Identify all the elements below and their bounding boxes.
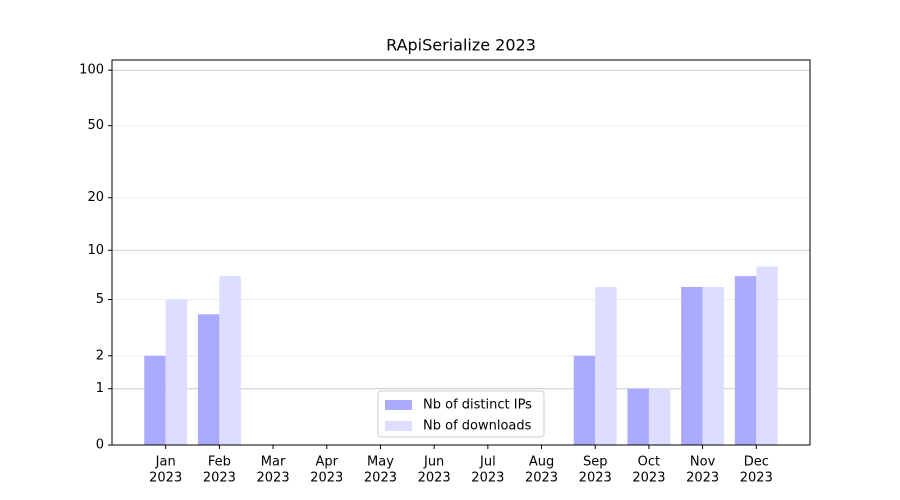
bar [197, 314, 220, 445]
x-tick-label: Nov [690, 455, 716, 470]
x-tick-label: Oct [638, 455, 660, 470]
x-tick-label: 2023 [310, 471, 343, 486]
x-tick-label: 2023 [632, 471, 665, 486]
x-tick-label: 2023 [740, 471, 773, 486]
legend-box [377, 390, 545, 438]
x-tick-label: 2023 [686, 471, 719, 486]
legend-label: Nb of downloads [423, 419, 532, 434]
legend-swatch [385, 400, 412, 410]
bar [219, 276, 241, 445]
x-tick-label: Jul [479, 455, 496, 470]
bar [144, 355, 166, 445]
x-tick-label: 2023 [203, 471, 236, 486]
x-tick-label: 2023 [149, 471, 182, 486]
bar [681, 286, 703, 445]
x-tick-label: 2023 [364, 471, 397, 486]
plot-frame [111, 59, 811, 446]
x-tick-label: May [367, 455, 394, 470]
y-tick-label: 2 [96, 348, 104, 363]
legend-swatch [385, 421, 412, 431]
x-tick-label: 2023 [579, 471, 612, 486]
y-tick-label: 50 [87, 118, 104, 133]
x-tick-label: 2023 [418, 471, 451, 486]
x-tick-label: 2023 [525, 471, 558, 486]
x-tick-label: Dec [744, 455, 769, 470]
chart-title: RApiSerialize 2023 [386, 36, 536, 55]
bar [165, 299, 188, 445]
y-tick-label: 10 [87, 243, 104, 258]
x-tick-label: Apr [316, 455, 339, 470]
bar [627, 388, 649, 445]
y-tick-label: 20 [87, 190, 104, 205]
x-tick-label: Mar [261, 455, 286, 470]
y-tick-label: 100 [79, 63, 104, 78]
bar [756, 266, 778, 445]
x-tick-label: Jun [423, 455, 444, 470]
x-tick-label: Jan [155, 455, 176, 470]
x-tick-label: 2023 [257, 471, 290, 486]
bar [702, 286, 725, 445]
legend-label: Nb of distinct IPs [423, 398, 532, 413]
x-tick-label: Aug [529, 455, 554, 470]
bar [573, 355, 596, 445]
y-tick-label: 5 [96, 292, 104, 307]
bar [648, 388, 671, 445]
x-tick-label: 2023 [471, 471, 504, 486]
y-tick-label: 0 [96, 438, 104, 453]
x-tick-label: Feb [208, 455, 231, 470]
bar [734, 276, 757, 445]
x-tick-label: Sep [583, 455, 608, 470]
bar [595, 286, 617, 445]
y-tick-label: 1 [96, 381, 104, 396]
